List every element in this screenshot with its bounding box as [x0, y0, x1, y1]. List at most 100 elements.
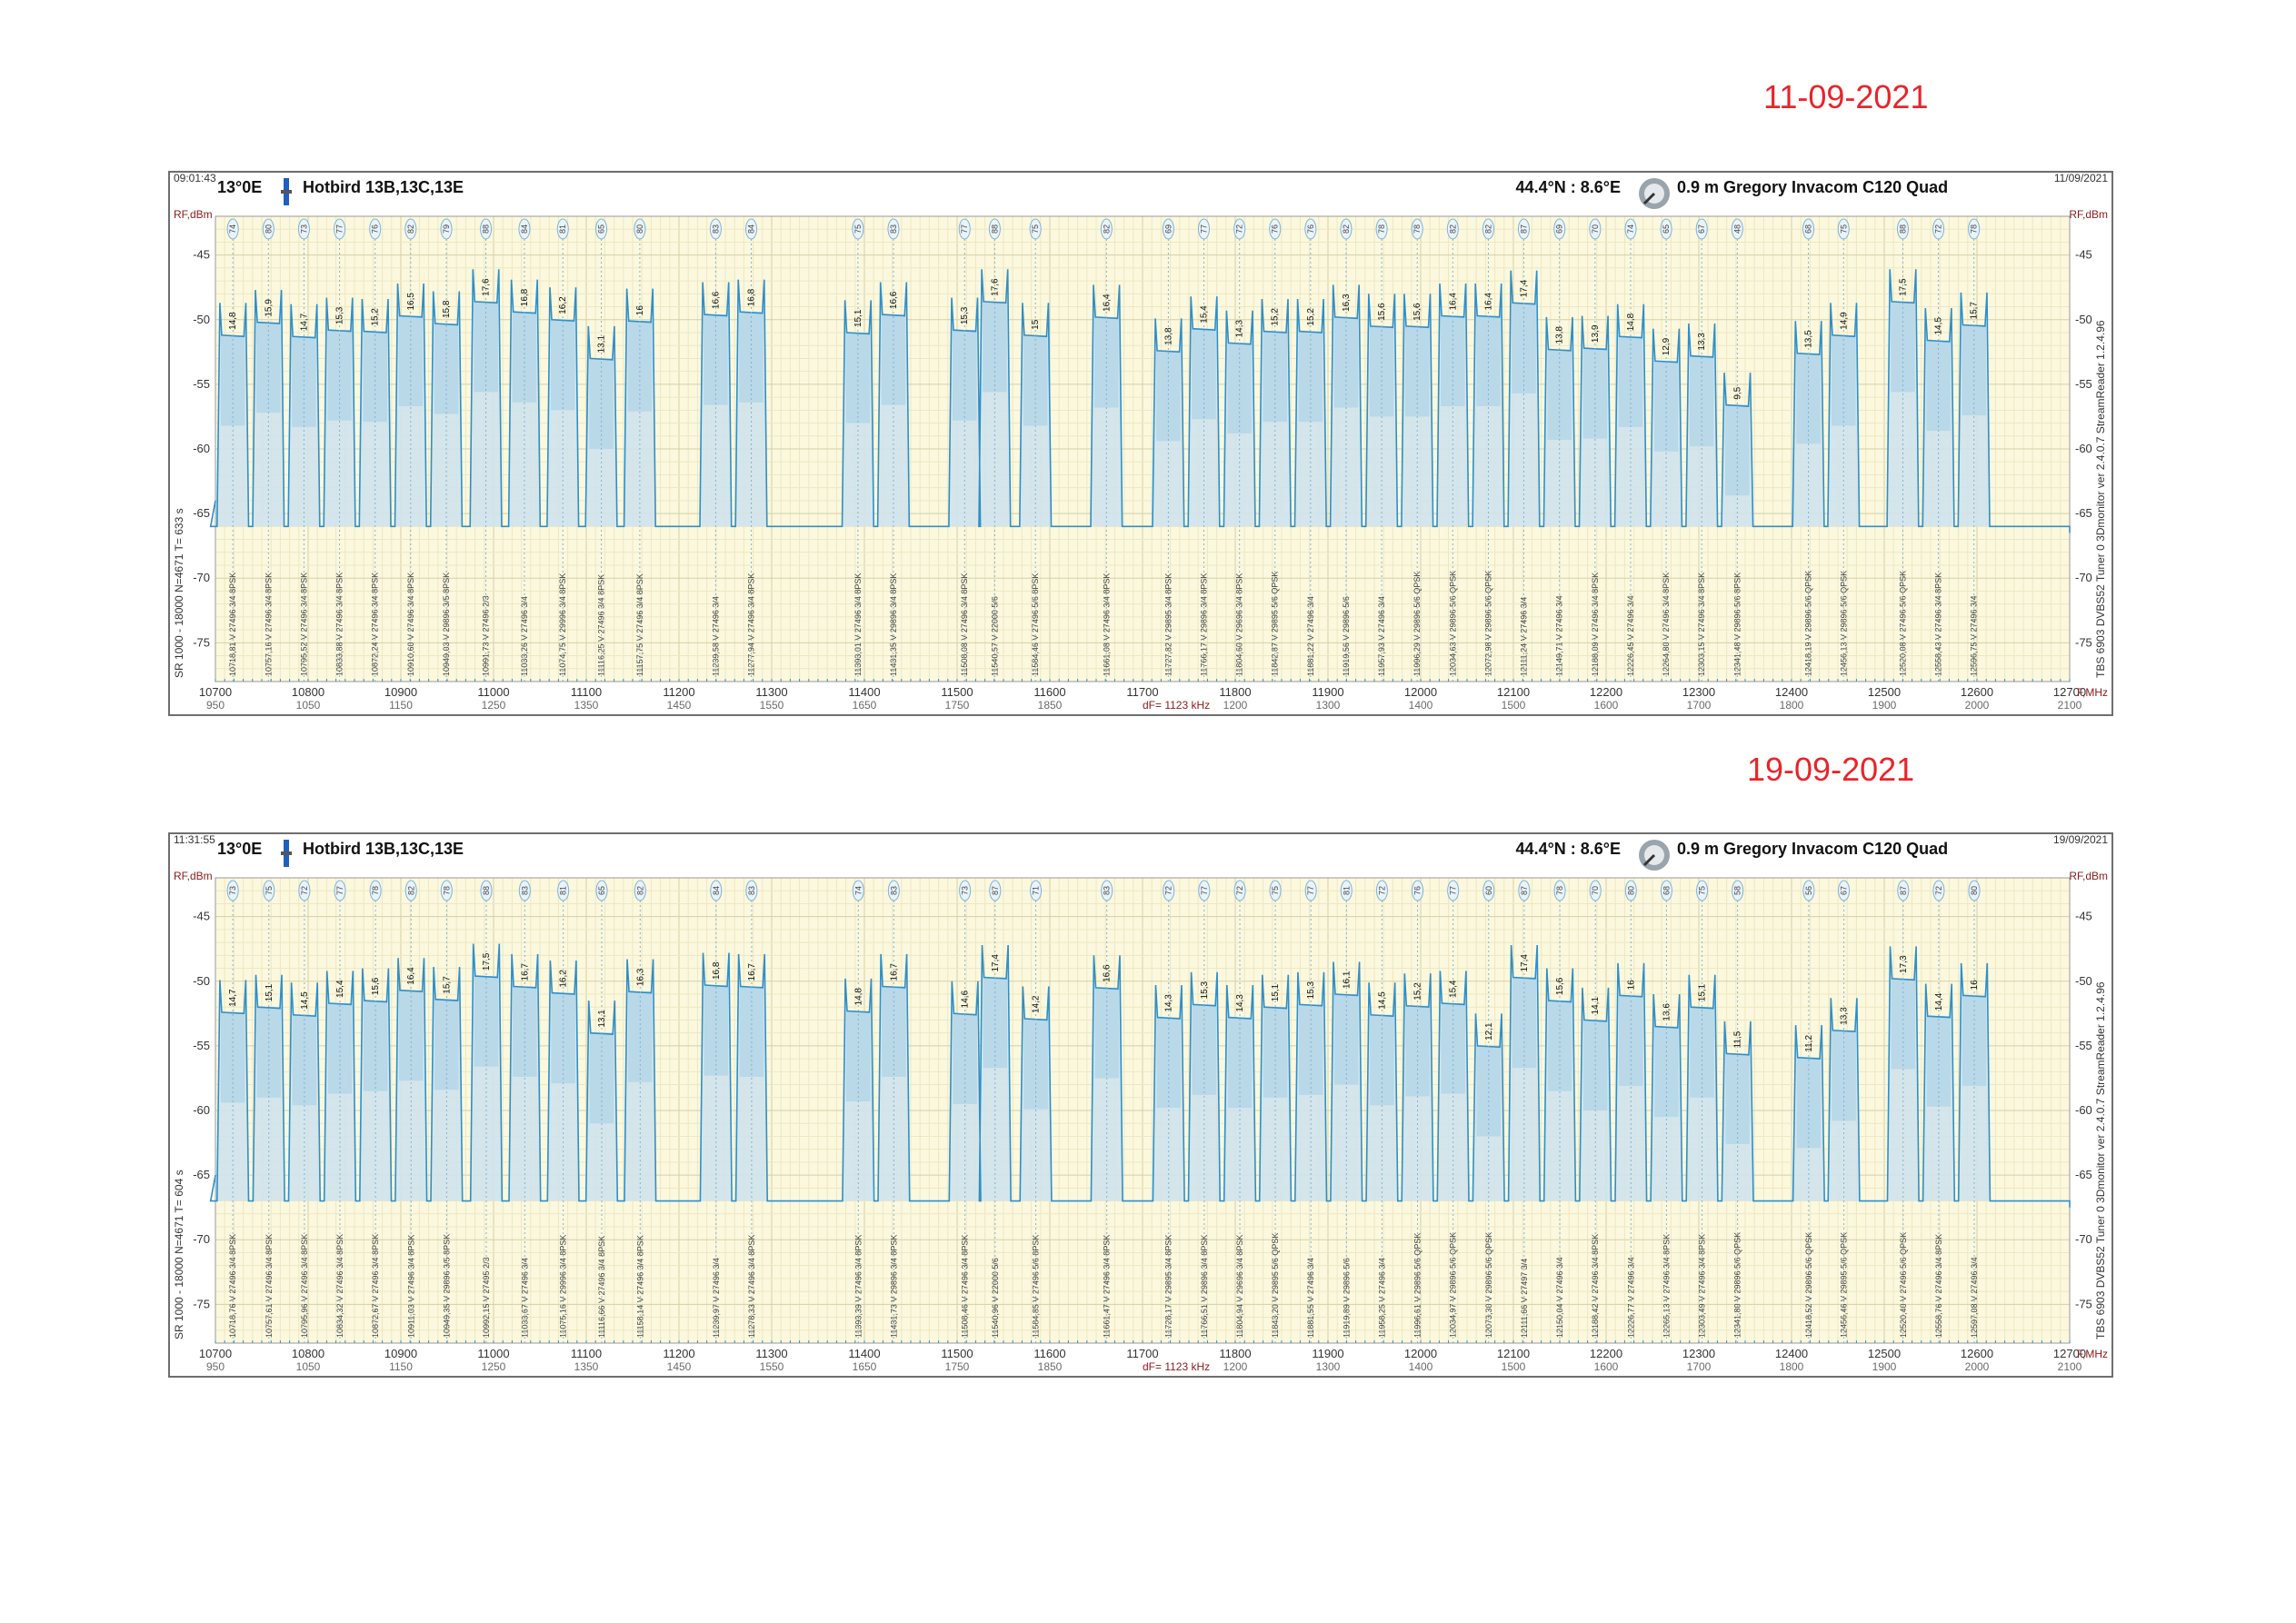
lm-oval: [634, 218, 646, 240]
lm-oval: [595, 218, 608, 240]
transponder-fill-upper: [704, 314, 728, 405]
if-tick-label: 2100: [2058, 1360, 2082, 1373]
if-tick-label: 1150: [389, 699, 413, 712]
transponder-fill-upper: [1796, 1057, 1822, 1149]
lm-oval: [1897, 880, 1910, 901]
snr-value: 17,4: [1520, 954, 1530, 972]
lm-value: 83: [889, 224, 898, 234]
lm-oval: [634, 880, 646, 901]
if-tick-label: 1400: [1409, 699, 1433, 712]
if-tick-label: 1050: [296, 699, 321, 712]
transponder-fill-upper: [1156, 350, 1181, 442]
y-tick-left: -70: [193, 1232, 210, 1246]
snr-value: 15,3: [335, 306, 345, 324]
transponder-label: 12456,46 V 29895 5/6 QPSK: [1840, 1232, 1849, 1338]
lm-oval: [334, 880, 346, 901]
lm-value: 73: [228, 886, 237, 895]
transponder-label: 11508,46 V 27496 3/4 8PSK: [961, 1235, 970, 1338]
lm-value: 80: [1970, 886, 1979, 895]
lm-value: 58: [1733, 886, 1742, 895]
transponder-label: 11842,87 V 29895 5/6 QPSK: [1271, 572, 1280, 676]
lm-oval: [1968, 880, 1981, 901]
x-tick-label: 11100: [571, 685, 602, 699]
lm-oval: [262, 218, 275, 240]
snr-value: 16,3: [1342, 294, 1352, 312]
snr-value: 14,8: [1626, 313, 1636, 331]
transponder-fill-upper: [1891, 301, 1915, 393]
lm-oval: [1589, 880, 1602, 901]
transponder-label: 11661,08 V 27496 3/4 8PSK: [1102, 573, 1111, 676]
if-tick-label: 1200: [1223, 1360, 1248, 1373]
x-tick-label: 12000: [1404, 1347, 1437, 1360]
lm-oval: [959, 880, 972, 901]
snr-value: 17,4: [1519, 279, 1529, 297]
transponder-fill-upper: [1512, 977, 1537, 1069]
transponder-label: 12111,66 V 27497 3/4: [1520, 1259, 1529, 1338]
y-tick-right: -75: [2075, 635, 2092, 649]
lm-oval: [297, 218, 310, 240]
if-tick-label: 1650: [853, 699, 877, 712]
lm-value: 81: [559, 886, 568, 895]
if-tick-label: 1600: [1594, 699, 1619, 712]
transponder-label: 11277,94 V 27496 3/4 8PSK: [746, 573, 755, 676]
x-tick-label: 12100: [1497, 1347, 1530, 1360]
left-info: SR 1000 - 18000 N=4671 T= 633 s: [173, 508, 185, 678]
snr-value: 16,4: [1448, 293, 1458, 311]
header-bar: [170, 173, 2111, 216]
transponder-label: 10992,15 V 27495 2/3: [482, 1257, 491, 1338]
lm-value: 65: [1662, 224, 1671, 234]
transponder-label: 11157,75 V 27496 3/4 8PSK: [635, 573, 644, 676]
if-tick-label: 950: [206, 699, 225, 712]
lm-value: 81: [1342, 886, 1351, 895]
lm-oval: [1233, 880, 1246, 901]
snr-value: 16,6: [889, 291, 899, 309]
transponder-label: 10833,88 V 27496 3/4 8PSK: [335, 573, 344, 676]
lm-value: 76: [1306, 224, 1315, 234]
transponder-label: 11766,51 V 29896 3/4 8PSK: [1200, 1235, 1209, 1338]
lm-value: 75: [265, 886, 274, 895]
if-tick-label: 1900: [1872, 699, 1897, 712]
right-info: TBS 6903 DVBS52 Tuner 0 3Dmonitor ver 2.…: [2094, 320, 2107, 678]
x-tick-label: 11900: [1312, 685, 1343, 699]
transponder-label: 12188,09 V 27496 3/4 8PSK: [1591, 573, 1600, 676]
if-tick-label: 1350: [574, 699, 599, 712]
transponder-fill-upper: [1227, 1017, 1253, 1109]
antenna-info: 0.9 m Gregory Invacom C120 Quad: [1677, 178, 1948, 196]
lm-oval: [1269, 218, 1282, 240]
snr-value: 15,6: [371, 977, 381, 995]
transponder-fill-upper: [550, 319, 575, 411]
lm-value: 73: [299, 224, 308, 234]
transponder-label: 11116,66 V 27496 3/4 8PSK: [597, 1236, 606, 1338]
snr-value: 14,9: [1839, 312, 1849, 330]
lm-oval: [1932, 880, 1945, 901]
x-tick-label: 10700: [199, 685, 232, 699]
bottom-ticks: [215, 1340, 2071, 1343]
lm-value: 67: [1697, 224, 1706, 234]
transponder-fill-upper: [474, 976, 499, 1067]
lm-value: 75: [854, 224, 863, 234]
transponder-label: 12558,43 V 27496 3/4 8PSK: [1934, 573, 1943, 676]
lm-value: 82: [1448, 224, 1457, 234]
transponder-label: 10718,81 V 27496 3/4 8PSK: [228, 573, 237, 676]
lm-value: 70: [1591, 886, 1600, 895]
snr-value: 15: [1031, 319, 1041, 330]
transponder-fill-upper: [1441, 1002, 1465, 1094]
transponder-label: 11766,17 V 29896 3/4 8PSK: [1199, 573, 1208, 676]
lm-value: 77: [1306, 886, 1315, 895]
transponder-label: 11540,96 V 22000 5/6: [991, 1258, 1000, 1338]
lm-oval: [226, 880, 239, 901]
snr-value: 15,1: [265, 983, 275, 1001]
snr-value: 14,4: [1934, 992, 1944, 1011]
snr-value: 16: [635, 305, 645, 316]
lm-value: 48: [1732, 224, 1742, 234]
lm-oval: [557, 880, 570, 901]
snr-value: 12,9: [1662, 337, 1672, 355]
right-info: TBS 6903 DVBS52 Tuner 0 3Dmonitor ver 2.…: [2094, 981, 2107, 1339]
transponder-label: 11881,22 V 27496 3/4: [1306, 596, 1315, 676]
transponder-label: 12072,98 V 29896 5/6 QPSK: [1483, 571, 1492, 676]
lm-oval: [369, 218, 382, 240]
if-tick-label: 1550: [760, 1360, 784, 1373]
transponder-fill-upper: [1023, 1019, 1048, 1110]
transponder-label: 12034,97 V 29896 5/6 QPSK: [1449, 1232, 1458, 1338]
snr-value: 9,5: [1732, 386, 1742, 399]
